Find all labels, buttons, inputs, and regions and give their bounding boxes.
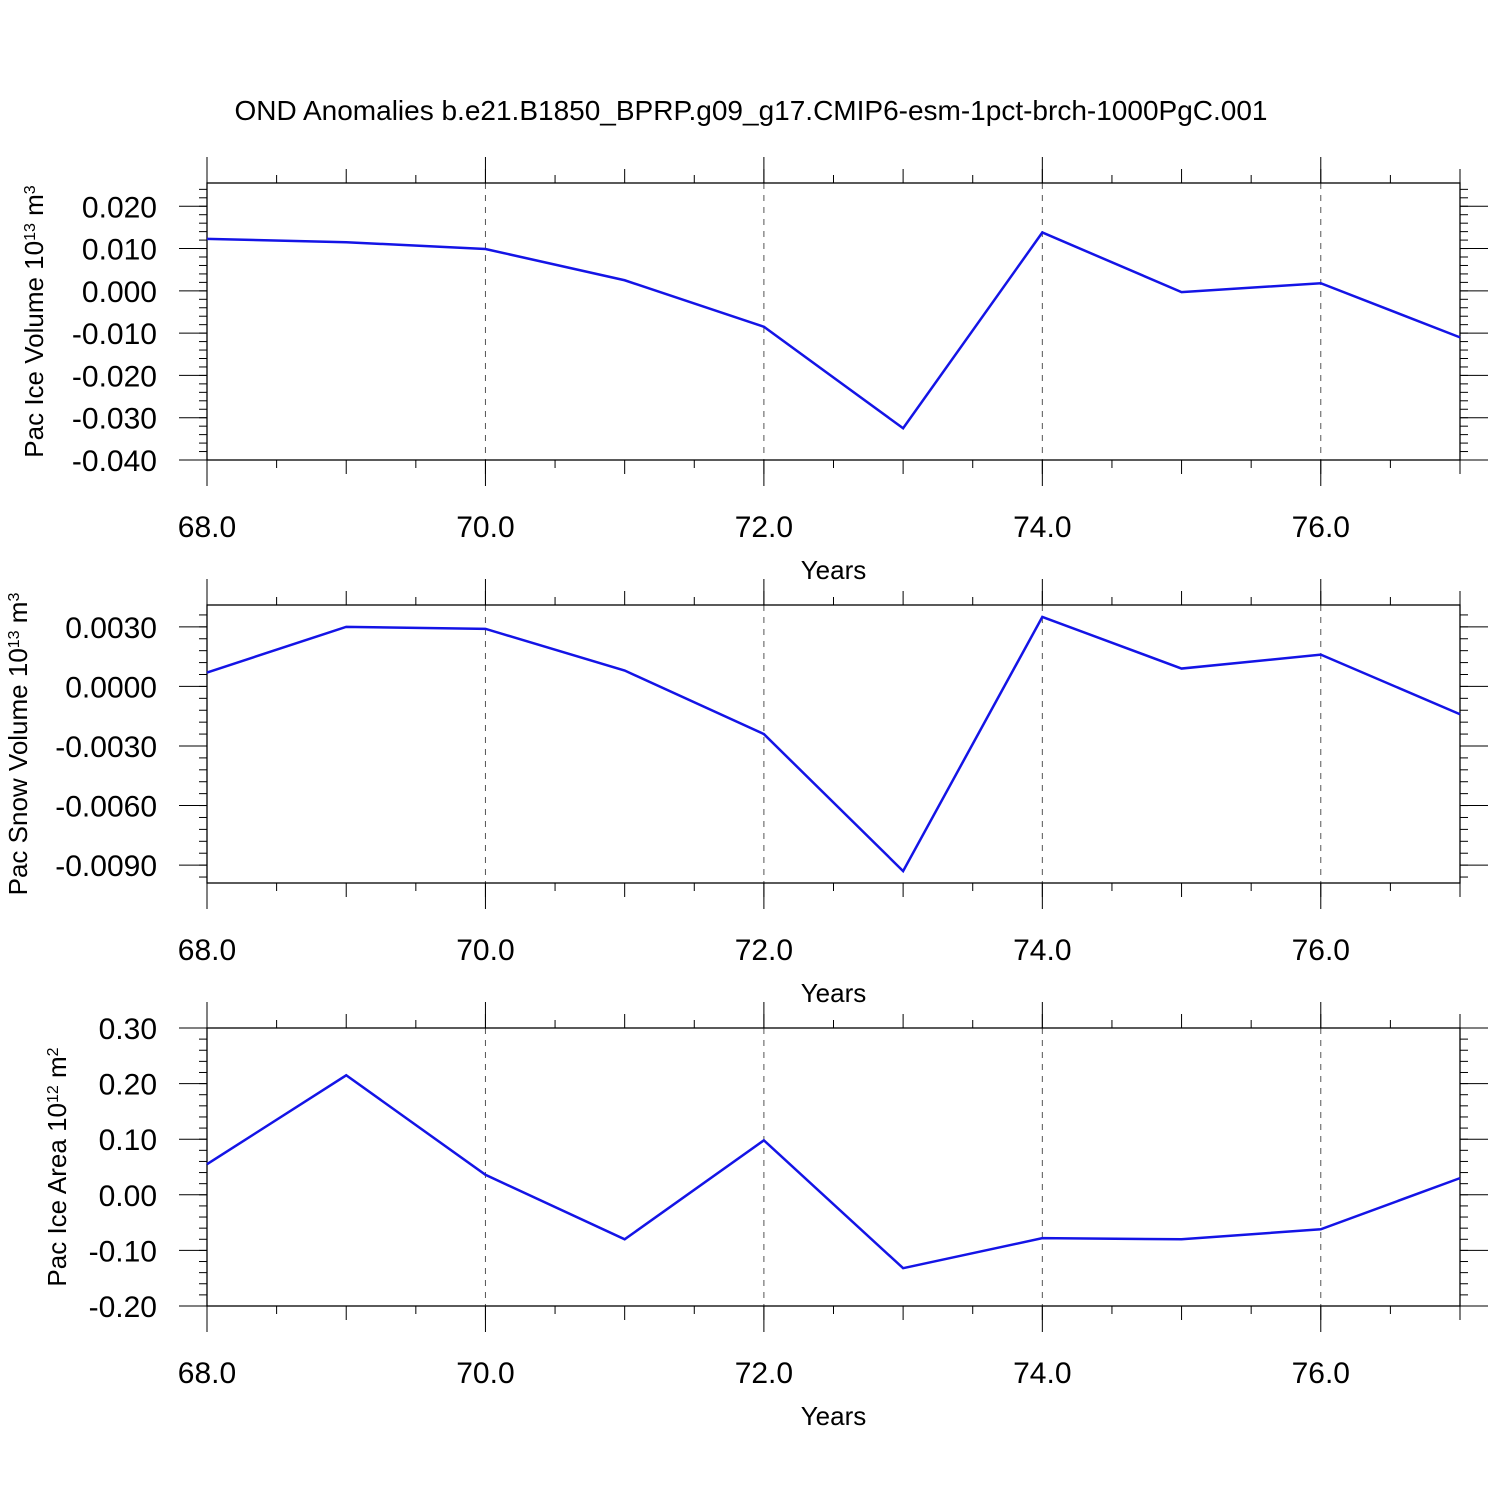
x-axis-title: Years xyxy=(801,1401,867,1431)
panel-3: 68.0 70.0 72.0 74.0 76.0 0.30 0.20 0.10 0.00 -0.1… xyxy=(42,1002,1488,1431)
y-tick-label: -0.030 xyxy=(72,403,157,436)
y-tick-label: -0.20 xyxy=(89,1291,157,1324)
y-tick-label: 0.000 xyxy=(82,276,157,309)
y-axis-title-part: m xyxy=(42,1056,72,1085)
x-tick-label: 70.0 xyxy=(456,1357,514,1390)
y-tick-label: -0.010 xyxy=(72,318,157,351)
plot-frame xyxy=(207,605,1460,883)
panel-2: 68.0 70.0 72.0 74.0 76.0 0.0030 0.0000 -0.0030 -… xyxy=(3,579,1488,1008)
x-tick-label: 68.0 xyxy=(178,934,236,967)
x-tick-label: 76.0 xyxy=(1292,511,1350,544)
y-axis-title-superscript: 13 xyxy=(22,223,39,241)
y-axis-title-superscript: 12 xyxy=(45,1085,62,1103)
x-tick-label: 76.0 xyxy=(1292,934,1350,967)
x-axis-title: Years xyxy=(801,978,867,1008)
y-tick-label: 0.00 xyxy=(99,1180,157,1213)
y-axis-title-superscript: 13 xyxy=(6,630,23,648)
x-tick-label: 72.0 xyxy=(735,1357,793,1390)
y-tick-label: -0.0090 xyxy=(55,850,157,883)
x-axis-title: Years xyxy=(801,555,867,585)
y-tick-label: -0.020 xyxy=(72,360,157,393)
y-tick-label: -0.10 xyxy=(89,1235,157,1268)
x-tick-label: 76.0 xyxy=(1292,1357,1350,1390)
x-tick-label: 70.0 xyxy=(456,934,514,967)
y-axis-title-superscript: 2 xyxy=(45,1047,62,1056)
x-tick-label: 74.0 xyxy=(1013,934,1071,967)
y-axis-title-part: Pac Ice Area 10 xyxy=(42,1103,72,1287)
y-tick-label: 0.0030 xyxy=(65,612,157,645)
y-axis-title: Pac Ice Volume 1013 m3 xyxy=(19,185,49,458)
y-axis-title-part: Pac Snow Volume 10 xyxy=(3,648,33,895)
x-tick-label: 70.0 xyxy=(456,511,514,544)
x-tick-label: 68.0 xyxy=(178,1357,236,1390)
y-axis-title-part: m xyxy=(3,602,33,631)
y-axis-title: Pac Snow Volume 1013 m3 xyxy=(3,593,33,896)
series-line xyxy=(207,1075,1460,1268)
y-tick-label: 0.0000 xyxy=(65,671,157,704)
y-tick-label: 0.010 xyxy=(82,234,157,267)
y-axis-title: Pac Ice Area 1012 m2 xyxy=(42,1047,72,1286)
y-axis-title-part: m xyxy=(19,194,49,223)
y-tick-label: -0.0030 xyxy=(55,731,157,764)
y-tick-label: 0.10 xyxy=(99,1124,157,1157)
y-tick-label: 0.30 xyxy=(99,1013,157,1046)
x-tick-label: 72.0 xyxy=(735,934,793,967)
y-tick-label: 0.020 xyxy=(82,191,157,224)
plot-frame xyxy=(207,1028,1460,1306)
y-axis-title-superscript: 3 xyxy=(6,593,23,602)
y-axis-title-part: Pac Ice Volume 10 xyxy=(19,241,49,458)
x-tick-label: 74.0 xyxy=(1013,511,1071,544)
plot-frame xyxy=(207,183,1460,460)
chart-title: OND Anomalies b.e21.B1850_BPRP.g09_g17.C… xyxy=(235,95,1268,126)
y-tick-label: 0.20 xyxy=(99,1069,157,1102)
x-tick-label: 74.0 xyxy=(1013,1357,1071,1390)
x-tick-label: 72.0 xyxy=(735,511,793,544)
y-axis-title-superscript: 3 xyxy=(22,185,39,194)
y-tick-label: -0.040 xyxy=(72,445,157,478)
panel-1: 68.0 70.0 72.0 74.0 76.0 0.020 0.010 0.000 -0.01… xyxy=(19,157,1488,585)
x-tick-label: 68.0 xyxy=(178,511,236,544)
y-tick-label: -0.0060 xyxy=(55,791,157,824)
series-line xyxy=(207,617,1460,871)
series-line xyxy=(207,232,1460,428)
